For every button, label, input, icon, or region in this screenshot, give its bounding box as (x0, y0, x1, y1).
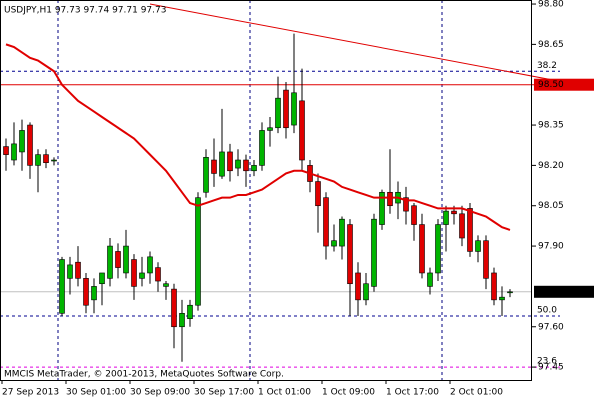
fib-label: 50.0 (537, 305, 557, 315)
candle-body (27, 124, 33, 166)
candle-body (83, 278, 89, 306)
candle-body (163, 283, 169, 287)
candle-body (299, 100, 305, 161)
candle-body (499, 296, 505, 301)
candle-body (339, 218, 345, 247)
candle-body (115, 251, 121, 268)
candle-body (251, 165, 257, 172)
candle-body (19, 130, 25, 153)
candle-body (51, 159, 57, 162)
y-tick-label: 97.90 (538, 242, 564, 252)
chart-title: USDJPY,H1 97.73 97.74 97.71 97.73 (4, 6, 166, 16)
current-price-label: 97.73 (538, 287, 564, 297)
fib-label: 38.2 (537, 61, 557, 71)
x-tick-label: 30 Sep 17:00 (194, 388, 254, 398)
candle-body (491, 272, 497, 301)
candle-body (187, 304, 193, 319)
candle-body (419, 224, 425, 274)
candle-body (331, 240, 337, 247)
plot (0, 3, 593, 368)
candle-body (139, 272, 145, 279)
candle-body (467, 208, 473, 252)
candle-body (291, 92, 297, 126)
trend-line (149, 3, 593, 88)
candle-body (475, 240, 481, 252)
y-tick-label: 98.20 (538, 161, 564, 171)
candle-body (35, 154, 41, 166)
candle-body (267, 127, 273, 131)
plot-border (0, 0, 532, 381)
candle-body (403, 197, 409, 212)
y-tick-label: 98.05 (538, 201, 564, 211)
candle-body (451, 210, 457, 215)
fib-label: 23.6 (537, 357, 557, 367)
x-tick-label: 1 Oct 01:00 (258, 388, 311, 398)
candle-body (435, 224, 441, 274)
x-tick-label: 30 Sep 01:00 (66, 388, 126, 398)
candle-body (363, 283, 369, 301)
y-tick-label: 97.45 (538, 363, 564, 373)
candle-body (155, 267, 161, 282)
candle-body (443, 210, 449, 225)
candle-body (459, 213, 465, 239)
candle-body (67, 264, 73, 279)
y-tick-label: 98.80 (538, 0, 564, 10)
candle-body (243, 159, 249, 172)
candle-body (123, 245, 129, 274)
y-tick-label: 98.65 (538, 40, 564, 50)
x-tick-label: 2 Oct 01:00 (450, 388, 503, 398)
candle-body (235, 159, 241, 169)
candle-body (323, 197, 329, 247)
candle-body (483, 240, 489, 279)
alert-price-label: 98.50 (538, 80, 564, 90)
candle-body (179, 313, 185, 328)
candle-body (203, 157, 209, 193)
x-tick-label: 27 Sep 2013 (2, 388, 59, 398)
candle-body (507, 291, 513, 294)
candle-body (427, 272, 433, 287)
candle-body (379, 191, 385, 225)
x-tick-label: 1 Oct 17:00 (386, 388, 439, 398)
candle-body (59, 259, 65, 314)
candle-body (43, 154, 49, 164)
candle-body (315, 181, 321, 207)
footer: MMCIS MetaTrader, © 2001-2013, MetaQuote… (4, 370, 284, 380)
candle-body (171, 288, 177, 328)
x-tick-label: 30 Sep 09:00 (130, 388, 190, 398)
y-tick-label: 98.35 (538, 121, 564, 131)
candle-body (91, 286, 97, 301)
candle-body (387, 191, 393, 207)
candle-body (3, 146, 9, 155)
candle-body (371, 218, 377, 287)
candle-body (211, 159, 217, 174)
candle-body (347, 224, 353, 285)
candle-body (131, 259, 137, 287)
candle-body (11, 143, 17, 161)
candle-body (195, 197, 201, 306)
candle-body (259, 130, 265, 166)
candle-body (99, 272, 105, 285)
moving-average (5, 43, 511, 231)
y-tick-label: 97.60 (538, 322, 564, 332)
x-tick-label: 1 Oct 09:00 (322, 388, 375, 398)
candle-body (107, 245, 113, 279)
alert-price-box (534, 78, 594, 91)
candle-body (275, 97, 281, 129)
candle-body (411, 205, 417, 225)
candle-body (219, 151, 225, 177)
candle-body (227, 151, 233, 172)
candle-body (283, 89, 289, 129)
candle-body (147, 256, 153, 274)
candle-body (75, 261, 81, 279)
candle-body (355, 272, 361, 301)
current-price-box (534, 285, 594, 298)
